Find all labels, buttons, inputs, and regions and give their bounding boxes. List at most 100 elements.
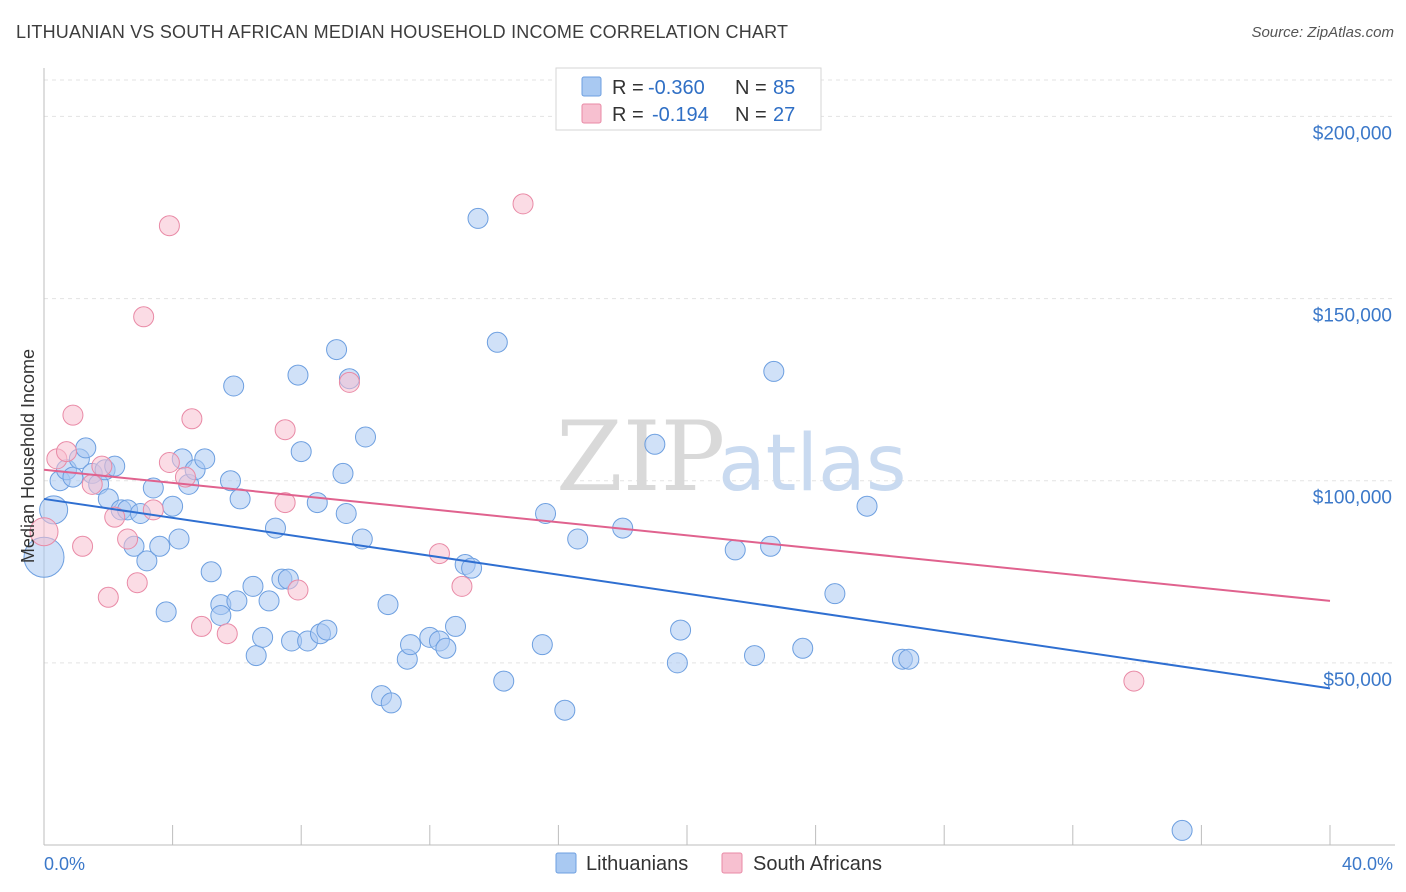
- series-legend: Lithuanians South Africans: [555, 852, 882, 875]
- point-lithuanians: [824, 583, 846, 605]
- point-south-africans: [29, 517, 59, 547]
- point-south-africans: [174, 466, 196, 488]
- point-lithuanians: [744, 645, 766, 667]
- legend-r-label-1: R =: [612, 77, 644, 99]
- point-lithuanians: [486, 331, 508, 353]
- point-lithuanians: [380, 692, 402, 714]
- point-lithuanians: [142, 477, 164, 499]
- y-tick-label: $50,000: [1323, 670, 1392, 691]
- point-lithuanians: [223, 375, 245, 397]
- point-south-africans: [91, 455, 113, 477]
- watermark: ZIP atlas: [556, 401, 907, 513]
- series-legend-swatch-lithuanians: [555, 852, 577, 874]
- watermark-zip: ZIP: [556, 401, 725, 513]
- point-south-africans: [274, 419, 296, 441]
- source-credit: Source: ZipAtlas.com: [1251, 24, 1394, 41]
- points-layer: [23, 193, 1193, 841]
- point-lithuanians: [200, 561, 222, 583]
- point-lithuanians: [290, 441, 312, 463]
- point-lithuanians: [252, 626, 274, 648]
- point-lithuanians: [898, 648, 920, 670]
- point-lithuanians: [760, 535, 782, 557]
- y-tick-label: $100,000: [1313, 488, 1392, 509]
- point-lithuanians: [792, 637, 814, 659]
- y-axis-label: Median Household Income: [18, 349, 38, 563]
- point-lithuanians: [670, 619, 692, 641]
- trend-line-lithuanians: [43, 497, 1331, 690]
- point-lithuanians: [335, 503, 357, 524]
- chart-title: LITHUANIAN VS SOUTH AFRICAN MEDIAN HOUSE…: [16, 22, 789, 42]
- point-lithuanians: [763, 360, 785, 382]
- point-lithuanians: [258, 590, 280, 612]
- stats-legend: R = -0.360 N = 85 R = -0.194 N = 27: [555, 67, 822, 131]
- point-lithuanians: [724, 539, 746, 561]
- y-tick-label: $150,000: [1313, 306, 1392, 327]
- point-south-africans: [451, 575, 473, 597]
- point-lithuanians: [226, 590, 248, 612]
- watermark-atlas: atlas: [718, 419, 907, 509]
- point-lithuanians: [355, 426, 376, 448]
- legend-n-label-2: N =: [735, 104, 767, 126]
- point-south-africans: [338, 371, 360, 393]
- legend-swatch-south-africans: [581, 103, 602, 124]
- point-lithuanians: [242, 575, 264, 597]
- point-south-africans: [104, 506, 126, 528]
- point-lithuanians: [306, 492, 328, 514]
- y-tick-label: $200,000: [1313, 123, 1392, 144]
- point-lithuanians: [493, 670, 515, 692]
- legend-r-value-lithuanians: -0.360: [648, 77, 705, 99]
- point-lithuanians: [194, 448, 216, 470]
- point-lithuanians: [435, 637, 457, 659]
- point-south-africans: [512, 193, 534, 215]
- point-lithuanians: [149, 535, 171, 557]
- series-legend-swatch-south-africans: [721, 852, 743, 874]
- point-lithuanians: [400, 634, 422, 656]
- point-lithuanians: [351, 528, 373, 550]
- point-lithuanians: [75, 437, 97, 459]
- point-lithuanians: [162, 495, 184, 517]
- point-lithuanians: [666, 652, 688, 674]
- point-south-africans: [216, 623, 238, 645]
- axes-layer: $50,000 $100,000 $150,000 $200,000 0.0% 40.0%: [43, 68, 1395, 874]
- point-lithuanians: [326, 339, 348, 361]
- point-south-africans: [181, 408, 203, 430]
- point-lithuanians: [856, 495, 878, 517]
- point-lithuanians: [210, 605, 232, 626]
- legend-n-label-1: N =: [735, 77, 767, 99]
- point-south-africans: [1123, 670, 1145, 692]
- point-lithuanians: [644, 433, 666, 455]
- point-lithuanians: [264, 517, 286, 539]
- legend-n-value-south-africans: 27: [773, 104, 795, 126]
- legend-r-label-2: R =: [612, 104, 644, 126]
- point-south-africans: [56, 441, 78, 463]
- point-south-africans: [191, 615, 213, 637]
- point-south-africans: [287, 579, 309, 601]
- series-legend-south-africans: South Africans: [753, 853, 882, 875]
- point-lithuanians: [168, 528, 190, 550]
- point-south-africans: [72, 535, 94, 557]
- x-tick-label: 0.0%: [44, 854, 85, 874]
- x-tick-label: 40.0%: [1342, 854, 1393, 874]
- point-lithuanians: [219, 470, 241, 492]
- point-lithuanians: [445, 615, 467, 637]
- point-lithuanians: [1171, 819, 1193, 841]
- point-south-africans: [81, 473, 103, 495]
- trend-line-south-africans: [43, 468, 1331, 602]
- point-lithuanians: [245, 645, 267, 667]
- point-lithuanians: [287, 364, 309, 386]
- legend-r-value-south-africans: -0.194: [652, 104, 709, 126]
- point-lithuanians: [316, 619, 338, 641]
- point-lithuanians: [377, 594, 399, 616]
- point-south-africans: [126, 572, 148, 594]
- point-lithuanians: [531, 634, 553, 656]
- point-lithuanians: [136, 550, 158, 572]
- point-lithuanians: [535, 503, 557, 524]
- point-south-africans: [133, 306, 155, 328]
- point-lithuanians: [62, 466, 84, 488]
- series-legend-lithuanians: Lithuanians: [586, 853, 688, 875]
- trend-layer: [43, 468, 1331, 690]
- point-lithuanians: [155, 601, 177, 623]
- legend-n-value-lithuanians: 85: [773, 77, 795, 99]
- point-south-africans: [117, 528, 139, 550]
- point-lithuanians: [567, 528, 589, 550]
